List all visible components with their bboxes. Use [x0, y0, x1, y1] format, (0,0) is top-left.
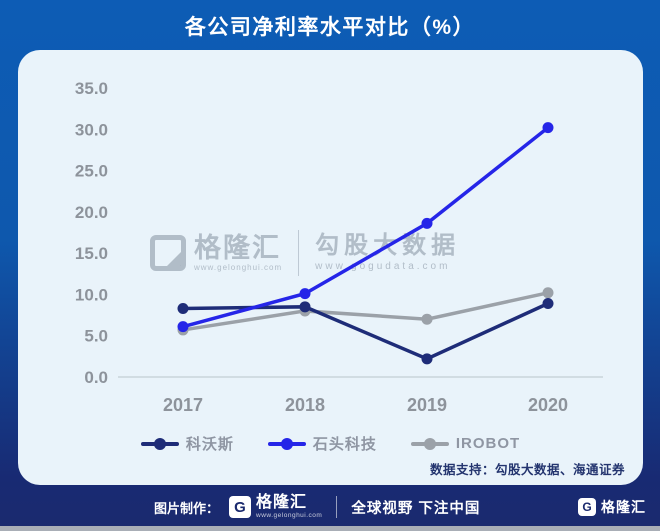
- legend-label: IROBOT: [455, 435, 521, 452]
- footer-divider: [336, 496, 338, 518]
- chart-panel: 格隆汇 www.gelonghui.com 勾股大数据 www.gogudata…: [18, 50, 643, 485]
- gelonghui-logo-icon: [150, 235, 186, 271]
- footer-logo-name: 格隆汇: [256, 493, 308, 511]
- legend-swatch-icon: [267, 437, 306, 450]
- watermark-right-url: www.gogudata.com: [315, 261, 451, 272]
- svg-text:0.0: 0.0: [84, 368, 108, 387]
- legend-label: 科沃斯: [185, 436, 234, 453]
- watermark: 格隆汇 www.gelonghui.com 勾股大数据 www.gogudata…: [150, 230, 460, 276]
- made-by-label: 图片制作：: [154, 500, 220, 516]
- legend-item: 石头科技: [267, 433, 377, 454]
- gelonghui-g-icon-right: G: [578, 498, 596, 516]
- svg-text:35.0: 35.0: [75, 79, 108, 98]
- source-note: 数据支持：勾股大数据、海通证券: [429, 463, 625, 477]
- gelonghui-g-icon: G: [229, 496, 252, 518]
- watermark-divider: [298, 230, 300, 276]
- legend-item: IROBOT: [410, 435, 521, 452]
- svg-text:30.0: 30.0: [75, 120, 108, 139]
- footer-slogan: 全球视野 下注中国: [351, 500, 481, 517]
- svg-text:20.0: 20.0: [75, 203, 108, 222]
- svg-text:2017: 2017: [163, 395, 203, 415]
- legend-swatch-icon: [410, 437, 449, 450]
- chart-legend: 科沃斯 石头科技 IROBOT: [18, 433, 643, 454]
- legend-item: 科沃斯: [140, 433, 234, 454]
- watermark-logo-url: www.gelonghui.com: [194, 262, 283, 272]
- svg-text:2019: 2019: [407, 395, 447, 415]
- svg-text:2018: 2018: [285, 395, 325, 415]
- legend-swatch-icon: [140, 437, 179, 450]
- page-title: 各公司净利率水平对比（%）: [184, 16, 476, 39]
- svg-text:25.0: 25.0: [75, 162, 108, 181]
- line-chart: 0.0 5.0 10.0 15.0 20.0 25.0 30.0 35.0 2017 2018 20…: [75, 79, 603, 415]
- watermark-logo-name: 格隆汇: [194, 232, 281, 263]
- footer-right-logo-name: 格隆汇: [601, 499, 646, 515]
- bottom-strip: [0, 526, 660, 531]
- footer-logo-url: www.gelonghui.com: [256, 511, 323, 519]
- gelonghui-footer-logo: G 格隆汇 www.gelonghui.com: [229, 493, 323, 520]
- gelonghui-footer-logo-right: G 格隆汇: [578, 497, 646, 517]
- svg-text:10.0: 10.0: [75, 285, 108, 304]
- svg-text:15.0: 15.0: [75, 244, 108, 263]
- svg-text:2020: 2020: [528, 395, 568, 415]
- legend-label: 石头科技: [312, 436, 377, 453]
- footer-bar: 图片制作： G 格隆汇 www.gelonghui.com 全球视野 下注中国 …: [0, 488, 660, 526]
- svg-text:5.0: 5.0: [84, 327, 108, 346]
